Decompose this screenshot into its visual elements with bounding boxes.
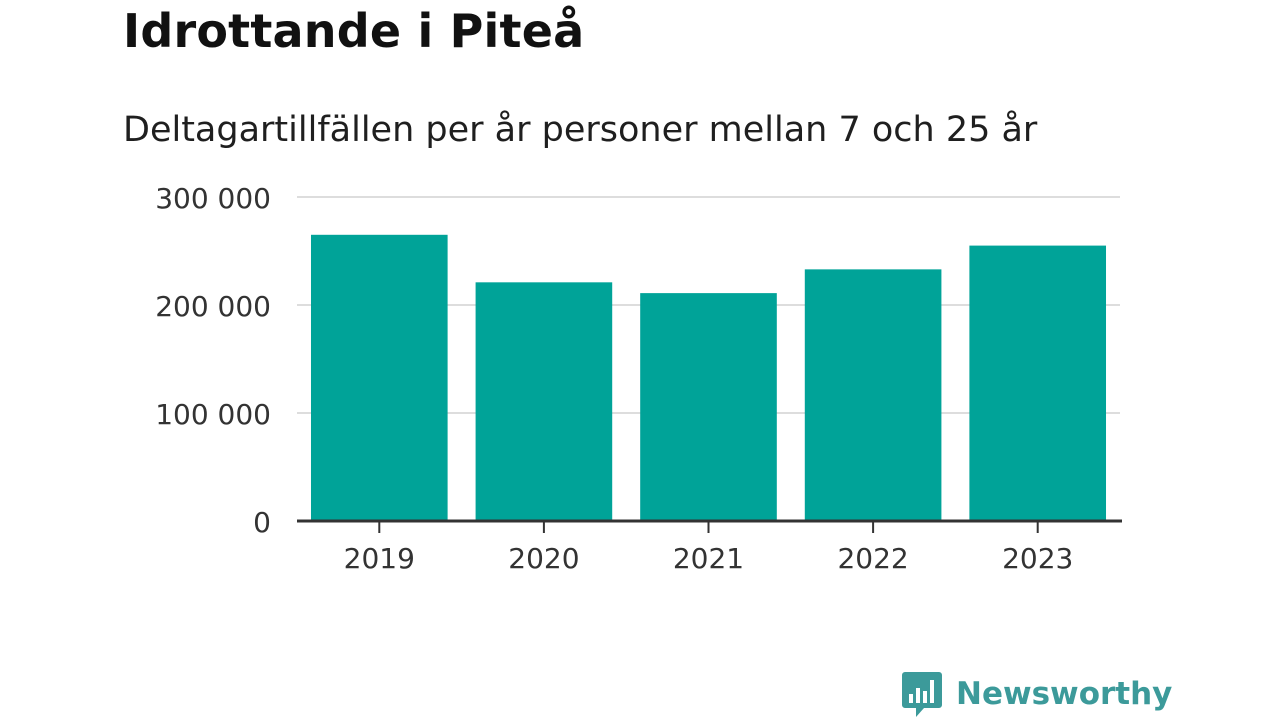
bar: [640, 293, 777, 521]
newsworthy-logo: Newsworthy: [902, 670, 1172, 718]
x-axis: [297, 519, 1122, 533]
bar: [804, 269, 942, 521]
chart-subtitle: Deltagartillfällen per år personer mella…: [123, 110, 1038, 150]
x-tick-label: 2021: [673, 542, 744, 575]
x-tick-label: 2022: [837, 542, 908, 575]
y-tick-label: 0: [253, 506, 271, 539]
x-axis-tick-labels: 2019 2020 2021 2022 2023: [344, 542, 1074, 575]
bar-chart-speech-bubble-icon: [902, 672, 942, 717]
x-tick-label: 2020: [508, 542, 579, 575]
bars: [310, 234, 1107, 522]
bar: [475, 282, 613, 521]
x-tick-label: 2023: [1002, 542, 1073, 575]
y-axis-tick-labels: 0 100 000 200 000 300 000: [155, 182, 271, 539]
brand-name: Newsworthy: [956, 676, 1173, 712]
bar: [969, 245, 1107, 521]
y-tick-label: 200 000: [155, 290, 271, 323]
x-tick-label: 2019: [344, 542, 415, 575]
y-tick-label: 100 000: [155, 398, 271, 431]
bar: [310, 234, 448, 522]
chart-title: Idrottande i Piteå: [123, 4, 585, 58]
y-tick-label: 300 000: [155, 182, 271, 215]
